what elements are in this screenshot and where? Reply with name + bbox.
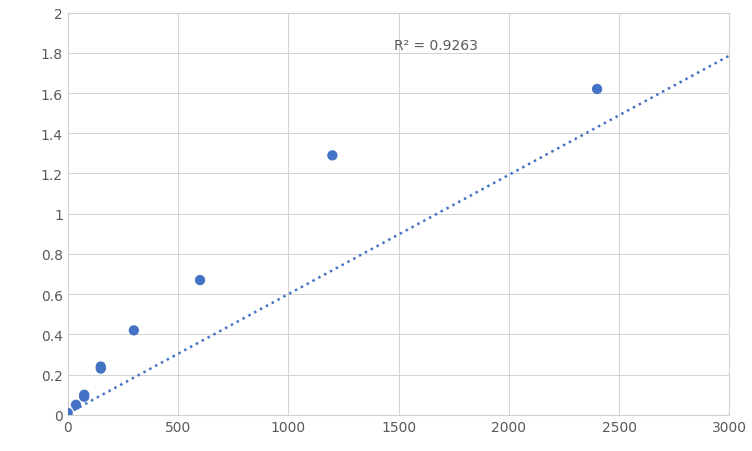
Point (128, 327, 140, 334)
Point (78, 391, 90, 399)
Point (78, 393, 90, 400)
Point (62, 410, 74, 417)
Text: R² = 0.9263: R² = 0.9263 (394, 39, 478, 53)
Point (95, 365, 107, 373)
Point (194, 277, 206, 284)
Point (95, 363, 107, 370)
Point (326, 152, 338, 160)
Point (70, 401, 82, 409)
Point (591, 86, 603, 93)
